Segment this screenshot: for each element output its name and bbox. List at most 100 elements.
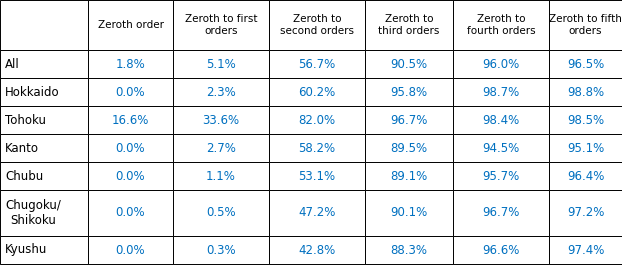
Text: Chugoku/
Shikoku: Chugoku/ Shikoku (5, 199, 61, 227)
Text: 16.6%: 16.6% (112, 114, 149, 126)
Bar (365, 78, 453, 106)
Text: 95.7%: 95.7% (483, 169, 519, 183)
Bar (549, 0, 622, 50)
Text: 1.8%: 1.8% (116, 58, 146, 70)
Text: Tohoku: Tohoku (5, 114, 46, 126)
Text: Zeroth to first
orders: Zeroth to first orders (185, 14, 258, 36)
Bar (453, 0, 549, 50)
Text: Kanto: Kanto (5, 142, 39, 154)
Bar (88, 190, 173, 236)
Text: 98.7%: 98.7% (483, 85, 519, 99)
Bar (173, 50, 269, 78)
Bar (269, 50, 365, 78)
Text: 0.0%: 0.0% (116, 244, 146, 256)
Text: 56.7%: 56.7% (299, 58, 336, 70)
Bar (365, 236, 453, 264)
Bar (88, 162, 173, 190)
Text: Hokkaido: Hokkaido (5, 85, 60, 99)
Text: 96.0%: 96.0% (483, 58, 519, 70)
Text: 97.2%: 97.2% (567, 207, 604, 219)
Text: 0.3%: 0.3% (206, 244, 236, 256)
Bar (453, 236, 549, 264)
Bar (453, 134, 549, 162)
Bar (453, 162, 549, 190)
Text: 0.0%: 0.0% (116, 207, 146, 219)
Bar (549, 236, 622, 264)
Bar (88, 78, 173, 106)
Bar (269, 0, 365, 50)
Text: 53.1%: 53.1% (299, 169, 335, 183)
Text: Zeroth to
second orders: Zeroth to second orders (280, 14, 354, 36)
Bar (88, 106, 173, 134)
Text: Zeroth order: Zeroth order (98, 20, 164, 30)
Bar (453, 106, 549, 134)
Text: 2.7%: 2.7% (206, 142, 236, 154)
Bar (549, 134, 622, 162)
Text: 96.5%: 96.5% (567, 58, 604, 70)
Text: 42.8%: 42.8% (299, 244, 336, 256)
Text: 47.2%: 47.2% (299, 207, 336, 219)
Text: 1.1%: 1.1% (206, 169, 236, 183)
Text: 97.4%: 97.4% (567, 244, 604, 256)
Text: 98.8%: 98.8% (567, 85, 604, 99)
Bar (269, 106, 365, 134)
Bar (269, 78, 365, 106)
Bar (365, 162, 453, 190)
Text: 98.5%: 98.5% (567, 114, 604, 126)
Text: Zeroth to
fourth orders: Zeroth to fourth orders (466, 14, 536, 36)
Bar (269, 236, 365, 264)
Bar (173, 236, 269, 264)
Bar (173, 0, 269, 50)
Bar (549, 190, 622, 236)
Bar (549, 78, 622, 106)
Bar (173, 78, 269, 106)
Bar (549, 106, 622, 134)
Bar (365, 134, 453, 162)
Bar (88, 134, 173, 162)
Bar (0, 162, 88, 190)
Bar (269, 162, 365, 190)
Text: Zeroth to fifth
orders: Zeroth to fifth orders (549, 14, 622, 36)
Bar (365, 106, 453, 134)
Text: 0.0%: 0.0% (116, 85, 146, 99)
Text: Chubu: Chubu (5, 169, 44, 183)
Text: 82.0%: 82.0% (299, 114, 335, 126)
Bar (269, 190, 365, 236)
Text: 95.8%: 95.8% (391, 85, 427, 99)
Text: 95.1%: 95.1% (567, 142, 604, 154)
Text: Zeroth to
third orders: Zeroth to third orders (378, 14, 440, 36)
Bar (269, 134, 365, 162)
Bar (0, 50, 88, 78)
Text: 94.5%: 94.5% (483, 142, 519, 154)
Bar (173, 134, 269, 162)
Bar (173, 162, 269, 190)
Bar (549, 50, 622, 78)
Text: 96.6%: 96.6% (482, 244, 520, 256)
Text: 96.7%: 96.7% (391, 114, 428, 126)
Text: 0.0%: 0.0% (116, 142, 146, 154)
Text: 60.2%: 60.2% (299, 85, 336, 99)
Bar (0, 190, 88, 236)
Bar (365, 0, 453, 50)
Text: 0.5%: 0.5% (206, 207, 236, 219)
Text: 89.5%: 89.5% (391, 142, 427, 154)
Text: 88.3%: 88.3% (391, 244, 427, 256)
Text: 0.0%: 0.0% (116, 169, 146, 183)
Text: 5.1%: 5.1% (206, 58, 236, 70)
Bar (453, 190, 549, 236)
Text: All: All (5, 58, 20, 70)
Bar (173, 106, 269, 134)
Text: 89.1%: 89.1% (391, 169, 428, 183)
Text: 90.5%: 90.5% (391, 58, 427, 70)
Text: 98.4%: 98.4% (483, 114, 519, 126)
Text: 2.3%: 2.3% (206, 85, 236, 99)
Bar (0, 106, 88, 134)
Bar (173, 190, 269, 236)
Text: Kyushu: Kyushu (5, 244, 47, 256)
Bar (88, 50, 173, 78)
Text: 96.7%: 96.7% (482, 207, 520, 219)
Bar (453, 78, 549, 106)
Bar (88, 0, 173, 50)
Bar (365, 190, 453, 236)
Text: 96.4%: 96.4% (567, 169, 604, 183)
